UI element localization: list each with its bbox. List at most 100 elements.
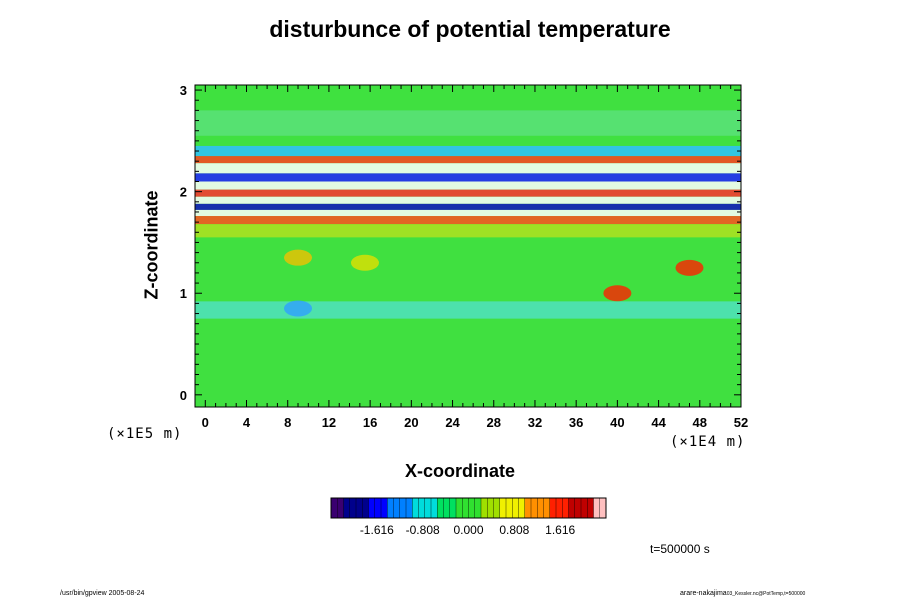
colorbar-swatch: [431, 498, 438, 518]
field-background: [195, 85, 741, 407]
x-tick-label: 40: [610, 415, 624, 430]
colorbar-swatch: [406, 498, 413, 518]
colorbar-swatch: [574, 498, 582, 518]
colorbar-swatch: [449, 498, 457, 518]
field-spot: [350, 254, 379, 271]
x-tick-label: 48: [693, 415, 707, 430]
x-tick-label: 8: [284, 415, 291, 430]
footer-right-small: 03_Kessler.nc@PotTemp,t=500000: [726, 591, 806, 597]
colorbar-swatch: [512, 498, 519, 518]
colorbar-swatch: [562, 498, 569, 518]
colorbar: -1.616 -0.808 0.000 0.808 1.616: [330, 497, 607, 537]
field-spot: [603, 285, 632, 302]
colorbar-frame: [330, 497, 607, 519]
heatmap-field: [195, 85, 741, 407]
field-band: [195, 224, 741, 238]
colorbar-swatch: [349, 498, 357, 518]
colorbar-swatch: [368, 498, 376, 518]
colorbar-swatch: [518, 498, 526, 518]
chart-title: disturbunce of potential temperature: [269, 16, 671, 42]
colorbar-swatch: [493, 498, 501, 518]
z-tick-label: 0: [180, 388, 187, 403]
x-tick-label: 32: [528, 415, 542, 430]
colorbar-swatch: [499, 498, 507, 518]
x-axis: 0 4 8 12 16 20 24 28 32 36 40 44 48 52: [194, 85, 748, 430]
field-spot: [284, 249, 313, 266]
colorbar-swatch: [337, 498, 344, 518]
field-band: [195, 156, 741, 164]
colorbar-swatch: [387, 498, 394, 518]
x-tick-label: 52: [734, 415, 748, 430]
colorbar-swatch: [412, 498, 419, 518]
x-tick-label: 0: [202, 415, 209, 430]
colorbar-swatch: [381, 498, 388, 518]
colorbar-swatch: [356, 498, 363, 518]
z-tick-label: 3: [180, 83, 187, 98]
field-band: [195, 203, 741, 210]
colorbar-swatch: [524, 498, 532, 518]
field-band: [195, 189, 741, 197]
plot-frame: [194, 84, 742, 408]
field-band: [195, 196, 741, 204]
colorbar-tick-label: -1.616: [360, 523, 394, 537]
colorbar-swatch: [543, 498, 551, 518]
x-tick-label: 20: [404, 415, 418, 430]
colorbar-swatch: [556, 498, 563, 518]
x-tick-label: 12: [322, 415, 336, 430]
x-tick-label: 44: [651, 415, 666, 430]
x-axis-label: X-coordinate: [405, 461, 516, 481]
colorbar-swatch: [599, 498, 607, 518]
field-band: [195, 209, 741, 217]
colorbar-swatch: [481, 498, 488, 518]
x-tick-label: 16: [363, 415, 377, 430]
colorbar-swatch: [593, 498, 601, 518]
x-tick-label: 24: [445, 415, 460, 430]
colorbar-swatch: [474, 498, 482, 518]
colorbar-swatch: [362, 498, 369, 518]
colorbar-swatch: [537, 498, 544, 518]
colorbar-swatch: [581, 498, 588, 518]
field-band: [195, 181, 741, 190]
x-tick-label: 28: [487, 415, 501, 430]
field-band: [195, 163, 741, 174]
colorbar-swatch: [568, 498, 576, 518]
colorbar-swatch: [468, 498, 476, 518]
x-tick-label: 36: [569, 415, 583, 430]
field-band: [195, 173, 741, 182]
colorbar-swatch: [531, 498, 538, 518]
colorbar-swatch: [437, 498, 444, 518]
x-tick-label: 4: [243, 415, 251, 430]
z-tick-label: 1: [180, 286, 187, 301]
colorbar-tick-label: -0.808: [406, 523, 440, 537]
z-unit-label: (×1E5 m): [107, 426, 183, 442]
field-band: [195, 216, 741, 225]
z-axis: 0 1 2 3: [180, 83, 741, 403]
colorbar-swatch: [424, 498, 432, 518]
colorbar-swatch: [462, 498, 469, 518]
colorbar-tick-label: 0.000: [453, 523, 483, 537]
colorbar-swatch: [587, 498, 594, 518]
z-tick-label: 2: [180, 185, 187, 200]
time-annotation: t=500000 s: [650, 542, 710, 556]
colorbar-swatch: [549, 498, 557, 518]
colorbar-swatch: [331, 498, 338, 518]
colorbar-swatch: [443, 498, 451, 518]
field-band: [195, 85, 741, 101]
colorbar-swatch: [487, 498, 494, 518]
footer-right-main: arare-nakajima: [680, 590, 727, 597]
footer-right: arare-nakajima03_Kessler.nc@PotTemp,t=50…: [680, 590, 805, 597]
colorbar-swatch: [506, 498, 513, 518]
colorbar-swatch: [374, 498, 382, 518]
field-band: [195, 110, 741, 136]
field-spot: [284, 300, 313, 317]
colorbar-swatch: [418, 498, 426, 518]
colorbar-swatch: [393, 498, 401, 518]
colorbar-tick-label: 1.616: [545, 523, 575, 537]
colorbar-swatch: [399, 498, 407, 518]
footer-left: /usr/bin/gpview 2005-08-24: [60, 590, 145, 597]
colorbar-swatch: [456, 498, 463, 518]
x-unit-label: (×1E4 m): [670, 434, 746, 450]
field-band: [195, 145, 741, 157]
y-axis-label: Z-coordinate: [141, 190, 162, 300]
